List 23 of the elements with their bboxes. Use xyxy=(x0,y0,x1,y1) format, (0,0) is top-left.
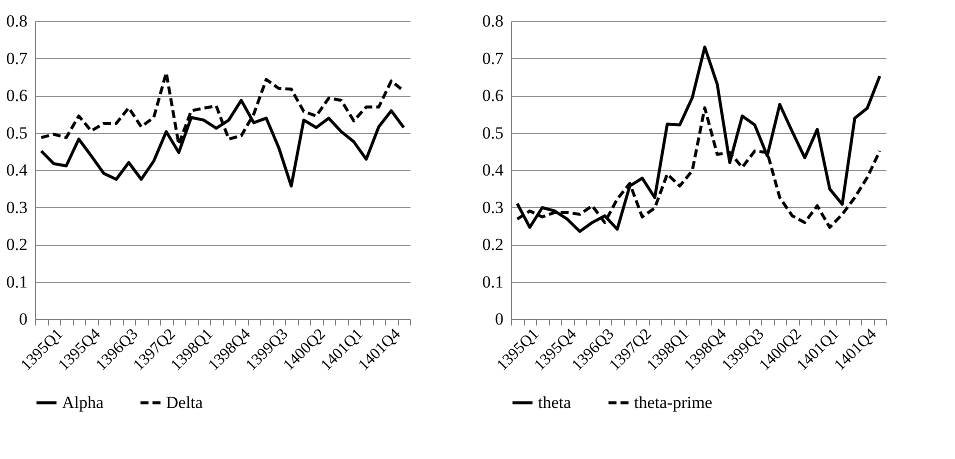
y-tick-label: 0.3 xyxy=(6,198,28,217)
y-tick-label: 0 xyxy=(19,310,28,328)
y-tick-label: 0.1 xyxy=(6,272,28,292)
legend-label: Delta xyxy=(166,392,204,412)
y-tick-label: 0.1 xyxy=(482,272,504,292)
line-series xyxy=(516,46,882,233)
y-tick-label: 0.2 xyxy=(6,235,28,254)
y-tick-label: 0.4 xyxy=(6,160,28,180)
y-tick-label: 0.5 xyxy=(6,123,28,142)
y-tick-label: 0.6 xyxy=(6,86,28,105)
y-tick-label: 0.2 xyxy=(482,235,504,254)
y-tick-label: 0.8 xyxy=(482,12,504,30)
y-tick-label: 0 xyxy=(495,310,504,328)
y-tick-label: 0.5 xyxy=(482,123,504,142)
y-tick-label: 0.6 xyxy=(482,86,504,105)
y-tick-label: 0.4 xyxy=(482,160,504,180)
y-tick-label: 0.7 xyxy=(482,48,504,68)
legend-label: theta xyxy=(538,392,572,412)
legend-label: Alpha xyxy=(62,392,104,412)
y-tick-label: 0.8 xyxy=(6,12,28,30)
y-tick-label: 0.3 xyxy=(482,198,504,217)
y-tick-label: 0.7 xyxy=(6,48,28,68)
legend-label: theta-prime xyxy=(634,392,712,412)
